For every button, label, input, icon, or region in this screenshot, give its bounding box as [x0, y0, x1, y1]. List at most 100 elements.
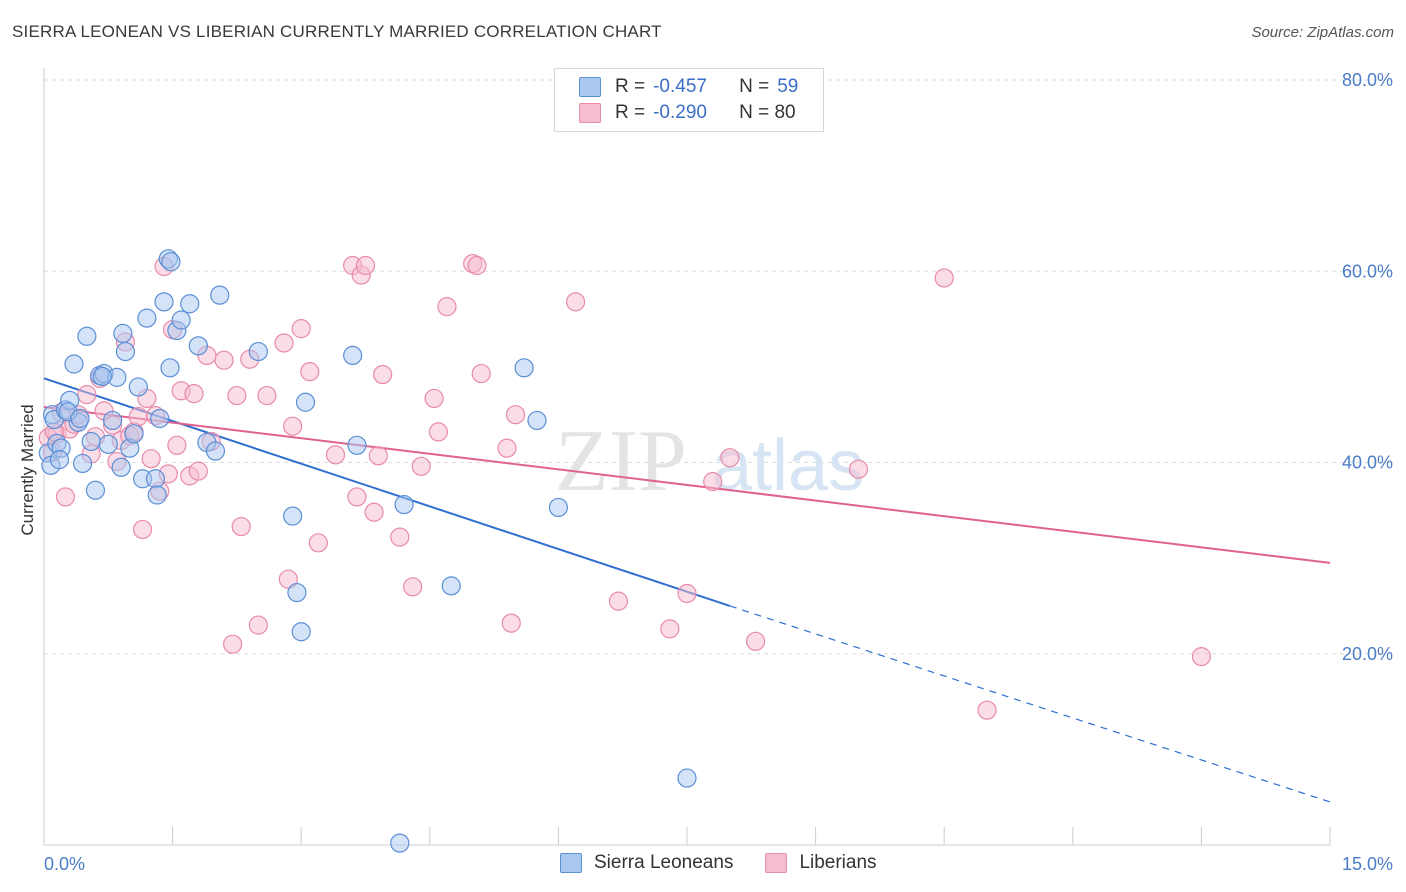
point-sierra-leonean — [81, 431, 101, 452]
point-liberian — [188, 461, 208, 481]
point-liberian — [501, 613, 521, 633]
point-sierra-leonean — [92, 366, 112, 387]
point-liberian — [77, 385, 97, 405]
point-liberian — [848, 459, 869, 479]
point-sierra-leonean — [154, 292, 174, 312]
x-tick-label: 0.0% — [44, 854, 85, 874]
point-liberian — [660, 619, 680, 639]
legend-r-value: -0.457 — [653, 76, 707, 97]
point-sierra-leonean — [150, 408, 170, 429]
series-legend-label: Sierra Leoneans — [594, 852, 734, 873]
watermark: ZIP atlas — [555, 413, 864, 510]
point-sierra-leonean — [115, 341, 136, 362]
point-liberian — [300, 362, 320, 382]
legend-r-value: -0.290 — [653, 102, 707, 123]
series-legend-label: Liberians — [799, 852, 877, 873]
watermark-zip: ZIP — [555, 413, 687, 510]
point-liberian — [347, 487, 367, 507]
point-sierra-leonean — [390, 833, 410, 853]
point-liberian — [184, 384, 204, 404]
legend-r-label: R = — [615, 102, 646, 123]
point-liberian — [677, 583, 697, 604]
y-tick-label: 40.0% — [1342, 453, 1393, 473]
point-liberian — [608, 591, 629, 611]
legend-n-value: 59 — [777, 76, 799, 97]
series-swatch-blue — [560, 853, 582, 873]
point-sierra-leonean — [64, 354, 84, 374]
series-legend-sierra-leoneans: Sierra Leoneans — [560, 852, 733, 874]
series-legend: Sierra Leoneans Liberians — [560, 852, 909, 874]
series-legend-liberians: Liberians — [765, 852, 877, 874]
point-sierra-leonean — [161, 252, 181, 272]
point-liberian — [373, 364, 393, 385]
point-sierra-leonean — [287, 582, 307, 603]
point-liberian — [223, 634, 243, 654]
point-liberian — [368, 446, 388, 466]
point-liberian — [248, 615, 268, 635]
axes — [43, 68, 1331, 846]
point-sierra-leonean — [441, 576, 461, 596]
point-sierra-leonean — [128, 377, 148, 397]
point-liberian — [703, 472, 723, 492]
point-liberian — [283, 416, 303, 436]
point-liberian — [214, 350, 234, 370]
point-sierra-leonean — [49, 450, 70, 470]
point-sierra-leonean — [111, 457, 131, 477]
point-sierra-leonean — [291, 622, 311, 642]
source-credit: Source: ZipAtlas.com — [1251, 24, 1394, 41]
point-liberian — [227, 385, 247, 406]
legend-r-label: R = — [615, 76, 646, 97]
point-liberian — [745, 631, 766, 651]
point-liberian — [720, 448, 740, 468]
y-tick-label: 60.0% — [1342, 261, 1393, 281]
y-tick-label: 20.0% — [1342, 644, 1393, 664]
point-sierra-leonean — [295, 392, 316, 412]
point-sierra-leonean — [677, 768, 697, 788]
point-liberian — [355, 255, 376, 276]
point-liberian — [977, 700, 997, 720]
series-swatch-pink — [765, 853, 788, 873]
point-sierra-leonean — [347, 435, 367, 455]
point-sierra-leonean — [210, 285, 230, 305]
point-liberian — [424, 388, 444, 409]
point-sierra-leonean — [188, 336, 208, 356]
watermark-atlas: atlas — [712, 426, 864, 506]
point-sierra-leonean — [205, 441, 226, 461]
point-sierra-leonean — [70, 408, 90, 429]
point-liberian — [308, 533, 328, 553]
point-sierra-leonean — [548, 497, 569, 518]
point-liberian — [274, 333, 294, 353]
data-points — [38, 249, 1212, 853]
point-liberian — [471, 363, 491, 384]
point-liberian — [565, 292, 586, 312]
point-liberian — [231, 516, 251, 537]
point-liberian — [128, 407, 148, 427]
point-liberian — [141, 449, 161, 469]
point-liberian — [291, 319, 311, 339]
legend-row-sierra-leoneans: R = -0.457 N = 59 — [579, 75, 798, 99]
point-sierra-leonean — [180, 294, 200, 314]
point-sierra-leonean — [527, 410, 547, 431]
trend-line-extension-sierra-leoneans — [729, 605, 1331, 803]
point-sierra-leonean — [98, 434, 118, 454]
point-sierra-leonean — [394, 494, 414, 515]
point-liberian — [325, 445, 346, 465]
point-sierra-leonean — [102, 410, 123, 431]
point-sierra-leonean — [283, 506, 303, 526]
point-sierra-leonean — [147, 485, 167, 505]
point-sierra-leonean — [171, 310, 191, 330]
point-sierra-leonean — [72, 453, 93, 474]
point-liberian — [437, 297, 457, 317]
point-sierra-leonean — [343, 345, 363, 365]
grid-lines — [44, 79, 1392, 655]
point-sierra-leonean — [113, 323, 133, 344]
point-liberian — [1191, 647, 1212, 667]
point-sierra-leonean — [85, 480, 106, 500]
point-liberian — [497, 438, 517, 458]
point-sierra-leonean — [145, 469, 166, 489]
point-liberian — [167, 435, 187, 455]
point-liberian — [934, 268, 954, 288]
x-tick-label: 15.0% — [1342, 854, 1393, 874]
point-liberian — [428, 422, 448, 442]
